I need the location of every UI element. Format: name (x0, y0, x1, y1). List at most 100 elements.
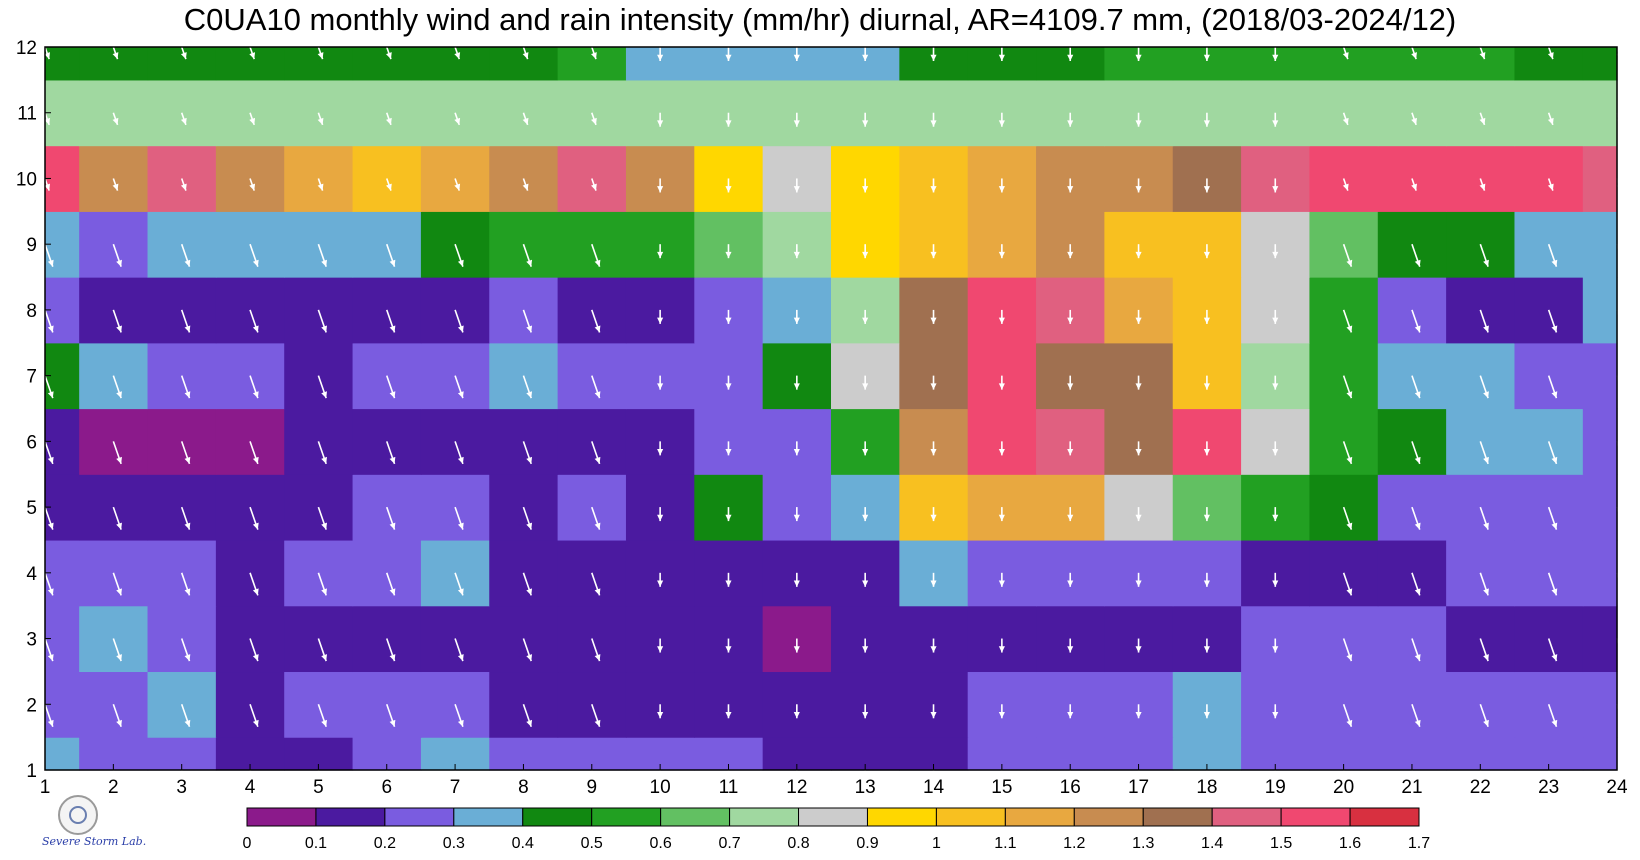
wind-arrow (998, 770, 1005, 784)
wind-arrow-head (1551, 522, 1558, 530)
wind-arrow (1067, 638, 1074, 653)
wind-arrow-head (454, 52, 461, 60)
wind-arrow (657, 704, 664, 719)
wind-arrow-head (389, 325, 396, 333)
wind-arrow (1342, 178, 1349, 191)
wind-arrow (112, 375, 122, 399)
wind-arrow (317, 309, 328, 333)
wind-arrow (1479, 375, 1489, 399)
wind-arrow-head (389, 588, 396, 596)
wind-arrow-head (998, 777, 1005, 784)
wind-arrow-head (389, 719, 396, 727)
wind-arrow-head (1135, 317, 1142, 324)
wind-arrow-head (1067, 186, 1074, 193)
wind-arrow-head (116, 522, 122, 530)
wind-arrow-head (184, 259, 191, 267)
wind-arrow (1547, 441, 1558, 465)
wind-arrow (1135, 112, 1142, 127)
heatmap-cell (79, 47, 149, 81)
wind-arrow (998, 572, 1005, 587)
wind-arrow-head (180, 52, 187, 60)
wind-arrow (522, 112, 529, 126)
wind-arrow-head (389, 654, 396, 662)
wind-arrow (1547, 769, 1558, 793)
wind-arrow-head (1067, 514, 1074, 522)
wind-arrow (1203, 507, 1210, 522)
colorbar-swatch (1280, 807, 1351, 827)
wind-arrow (317, 769, 328, 793)
wind-arrow-head (1203, 580, 1210, 587)
wind-arrow-head (1135, 186, 1142, 193)
wind-arrow-head (1272, 383, 1279, 390)
heatmap-cell (1582, 47, 1618, 81)
wind-arrow (657, 244, 664, 259)
wind-arrow (725, 178, 732, 193)
wind-arrow-head (457, 456, 464, 464)
wind-arrow (657, 572, 664, 587)
wind-arrow-head (526, 588, 533, 596)
wind-arrow (1479, 572, 1489, 596)
wind-arrow-head (116, 719, 122, 727)
wind-arrow-head (1067, 711, 1074, 719)
wind-arrow (998, 638, 1005, 653)
wind-arrow (793, 572, 800, 587)
wind-arrow-head (1135, 646, 1142, 653)
x-tick-label: 12 (786, 777, 807, 798)
wind-arrow-head (1272, 514, 1279, 522)
x-tick-label: 4 (245, 777, 256, 798)
wind-arrow-head (116, 325, 122, 333)
wind-arrow (44, 704, 54, 728)
wind-arrow-head (1483, 785, 1489, 793)
wind-arrow (1272, 309, 1279, 324)
wind-arrow (591, 572, 601, 596)
heatmap-cell (45, 737, 80, 771)
wind-arrow-head (184, 654, 191, 662)
wind-arrow (1342, 441, 1353, 465)
x-tick-label: 5 (313, 777, 324, 798)
wind-arrow (793, 47, 800, 61)
wind-arrow-head (1619, 391, 1626, 399)
wind-arrow (1067, 112, 1074, 127)
wind-arrow-head (252, 719, 259, 727)
wind-arrow (1272, 47, 1279, 61)
wind-arrow-head (526, 391, 533, 399)
chart-title: C0UA10 monthly wind and rain intensity (… (183, 2, 1457, 37)
y-tick-label: 9 (26, 235, 37, 256)
wind-arrow (112, 46, 119, 60)
wind-arrow (1203, 704, 1210, 719)
wind-arrow (998, 441, 1005, 456)
wind-arrow-head (594, 785, 601, 793)
wind-arrow-head (1346, 391, 1353, 399)
colorbar-tick-label: 0 (243, 835, 252, 852)
wind-arrow-head (725, 317, 732, 324)
wind-arrow (1342, 638, 1353, 662)
wind-arrow (1067, 441, 1074, 456)
wind-arrow-head (321, 391, 328, 399)
colorbar-swatch (453, 807, 524, 827)
wind-arrow (1203, 47, 1210, 61)
wind-arrow (249, 572, 259, 596)
wind-arrow-head (998, 186, 1005, 193)
wind-arrow-head (594, 259, 601, 267)
wind-arrow-head (1551, 325, 1558, 333)
wind-arrow (657, 112, 664, 127)
wind-arrow-head (591, 183, 597, 191)
wind-arrow (317, 506, 328, 530)
x-tick-label: 10 (650, 777, 671, 798)
wind-arrow-head (793, 317, 800, 324)
wind-arrow-head (1272, 580, 1279, 587)
wind-arrow-head (930, 251, 937, 259)
wind-arrow (725, 572, 732, 587)
wind-arrow-head (1414, 259, 1421, 267)
wind-arrow-head (47, 259, 54, 267)
x-tick-label: 2 (108, 777, 119, 798)
wind-arrow-head (793, 54, 800, 61)
wind-arrow-head (1619, 785, 1626, 793)
heatmap-cell (1582, 605, 1618, 673)
wind-arrow (1135, 770, 1142, 784)
wind-arrow-head (522, 52, 529, 60)
wind-arrow (1067, 507, 1074, 522)
wind-arrow-head (862, 186, 869, 193)
wind-arrow-head (116, 588, 122, 596)
